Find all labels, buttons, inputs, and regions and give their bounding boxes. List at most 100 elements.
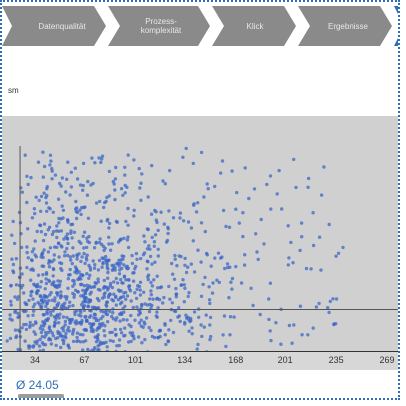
data-point bbox=[52, 324, 56, 328]
data-point bbox=[92, 246, 97, 250]
data-point bbox=[161, 179, 165, 183]
data-point bbox=[69, 170, 74, 174]
x-tick-label: 101 bbox=[127, 355, 143, 365]
data-point bbox=[85, 272, 89, 276]
data-point bbox=[215, 278, 219, 282]
data-point bbox=[125, 294, 130, 298]
data-point bbox=[106, 270, 110, 275]
data-point bbox=[148, 254, 153, 259]
data-point bbox=[143, 322, 147, 326]
step-ergebnisse[interactable]: Ergebnisse bbox=[327, 21, 369, 31]
data-point bbox=[126, 223, 130, 227]
step-3-shape[interactable] bbox=[212, 6, 296, 46]
data-point bbox=[79, 259, 83, 264]
data-point bbox=[31, 323, 35, 327]
data-point bbox=[61, 315, 66, 319]
data-point bbox=[124, 219, 128, 224]
data-point bbox=[59, 266, 63, 271]
data-point bbox=[84, 319, 89, 323]
data-point bbox=[21, 283, 25, 288]
data-point bbox=[67, 329, 72, 333]
data-point bbox=[121, 281, 125, 285]
data-point bbox=[119, 331, 124, 335]
step-prozesskomplexitaet[interactable]: Prozess- komplexität bbox=[140, 17, 182, 35]
data-point bbox=[119, 261, 123, 265]
data-point bbox=[94, 201, 99, 205]
data-point bbox=[114, 276, 119, 281]
data-point bbox=[118, 327, 123, 332]
data-point bbox=[228, 315, 233, 319]
data-point bbox=[28, 344, 32, 348]
data-point bbox=[102, 205, 106, 210]
data-point bbox=[142, 251, 147, 255]
data-point bbox=[145, 267, 149, 271]
data-point bbox=[105, 219, 109, 223]
step-datenqualitaet[interactable]: Datenqualität bbox=[38, 21, 86, 31]
data-point bbox=[47, 336, 51, 341]
data-point bbox=[167, 328, 171, 332]
data-point bbox=[289, 240, 293, 245]
data-point bbox=[13, 310, 17, 314]
data-point bbox=[317, 301, 321, 306]
data-point bbox=[59, 229, 64, 233]
data-point bbox=[181, 219, 186, 223]
step-2-shape[interactable] bbox=[108, 6, 210, 46]
data-point bbox=[69, 185, 74, 189]
data-point bbox=[14, 283, 19, 287]
step-1-shape[interactable] bbox=[2, 6, 106, 46]
data-point bbox=[152, 278, 156, 282]
data-point bbox=[80, 318, 84, 323]
data-point bbox=[268, 174, 273, 178]
data-point bbox=[9, 303, 13, 307]
data-point bbox=[93, 263, 97, 267]
data-point bbox=[30, 267, 35, 271]
data-point bbox=[108, 284, 113, 288]
data-point bbox=[25, 250, 29, 255]
data-point bbox=[30, 216, 35, 220]
data-point bbox=[39, 330, 44, 335]
data-point bbox=[57, 255, 61, 259]
data-point bbox=[62, 237, 66, 241]
data-point bbox=[143, 337, 147, 342]
data-point bbox=[30, 258, 34, 263]
data-point bbox=[79, 314, 83, 318]
step-klick[interactable]: Klick bbox=[246, 21, 264, 31]
step-5-shape[interactable] bbox=[394, 6, 400, 46]
data-point bbox=[182, 283, 186, 287]
data-point bbox=[47, 278, 51, 282]
data-point bbox=[26, 227, 30, 231]
data-point bbox=[28, 325, 32, 329]
data-point bbox=[311, 326, 315, 330]
data-point bbox=[50, 298, 54, 302]
data-point bbox=[57, 316, 61, 320]
data-point bbox=[191, 161, 195, 166]
data-point bbox=[184, 146, 188, 151]
data-point bbox=[129, 339, 133, 344]
data-point bbox=[93, 312, 98, 317]
data-point bbox=[156, 247, 160, 251]
data-point bbox=[68, 318, 72, 322]
data-point bbox=[275, 192, 279, 196]
data-point bbox=[171, 330, 176, 335]
data-point bbox=[58, 334, 63, 338]
data-point bbox=[36, 273, 41, 277]
data-point bbox=[230, 169, 234, 173]
data-point bbox=[32, 207, 37, 211]
data-point bbox=[183, 286, 187, 290]
data-point bbox=[140, 341, 144, 345]
data-point bbox=[326, 306, 330, 310]
data-point bbox=[44, 272, 49, 276]
data-point bbox=[192, 270, 197, 274]
data-point bbox=[173, 257, 177, 261]
data-point bbox=[134, 251, 139, 256]
data-point bbox=[75, 335, 79, 340]
data-point bbox=[58, 261, 62, 265]
data-point bbox=[74, 288, 78, 292]
data-point bbox=[48, 207, 52, 211]
data-point bbox=[139, 181, 143, 185]
data-point bbox=[187, 329, 191, 333]
data-point bbox=[156, 254, 160, 258]
data-point bbox=[51, 334, 55, 338]
step-4-shape[interactable] bbox=[298, 6, 392, 46]
data-point bbox=[153, 208, 157, 213]
